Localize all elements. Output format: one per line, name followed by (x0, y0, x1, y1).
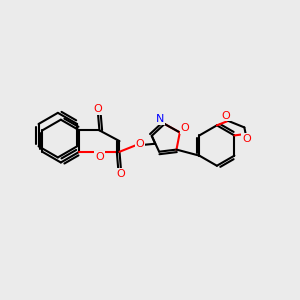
Text: O: O (95, 152, 104, 162)
Text: O: O (94, 104, 102, 114)
Text: O: O (242, 134, 251, 144)
Text: O: O (117, 169, 125, 179)
Text: N: N (156, 114, 165, 124)
Text: O: O (181, 123, 190, 133)
Text: O: O (136, 139, 144, 149)
Text: O: O (221, 110, 230, 121)
